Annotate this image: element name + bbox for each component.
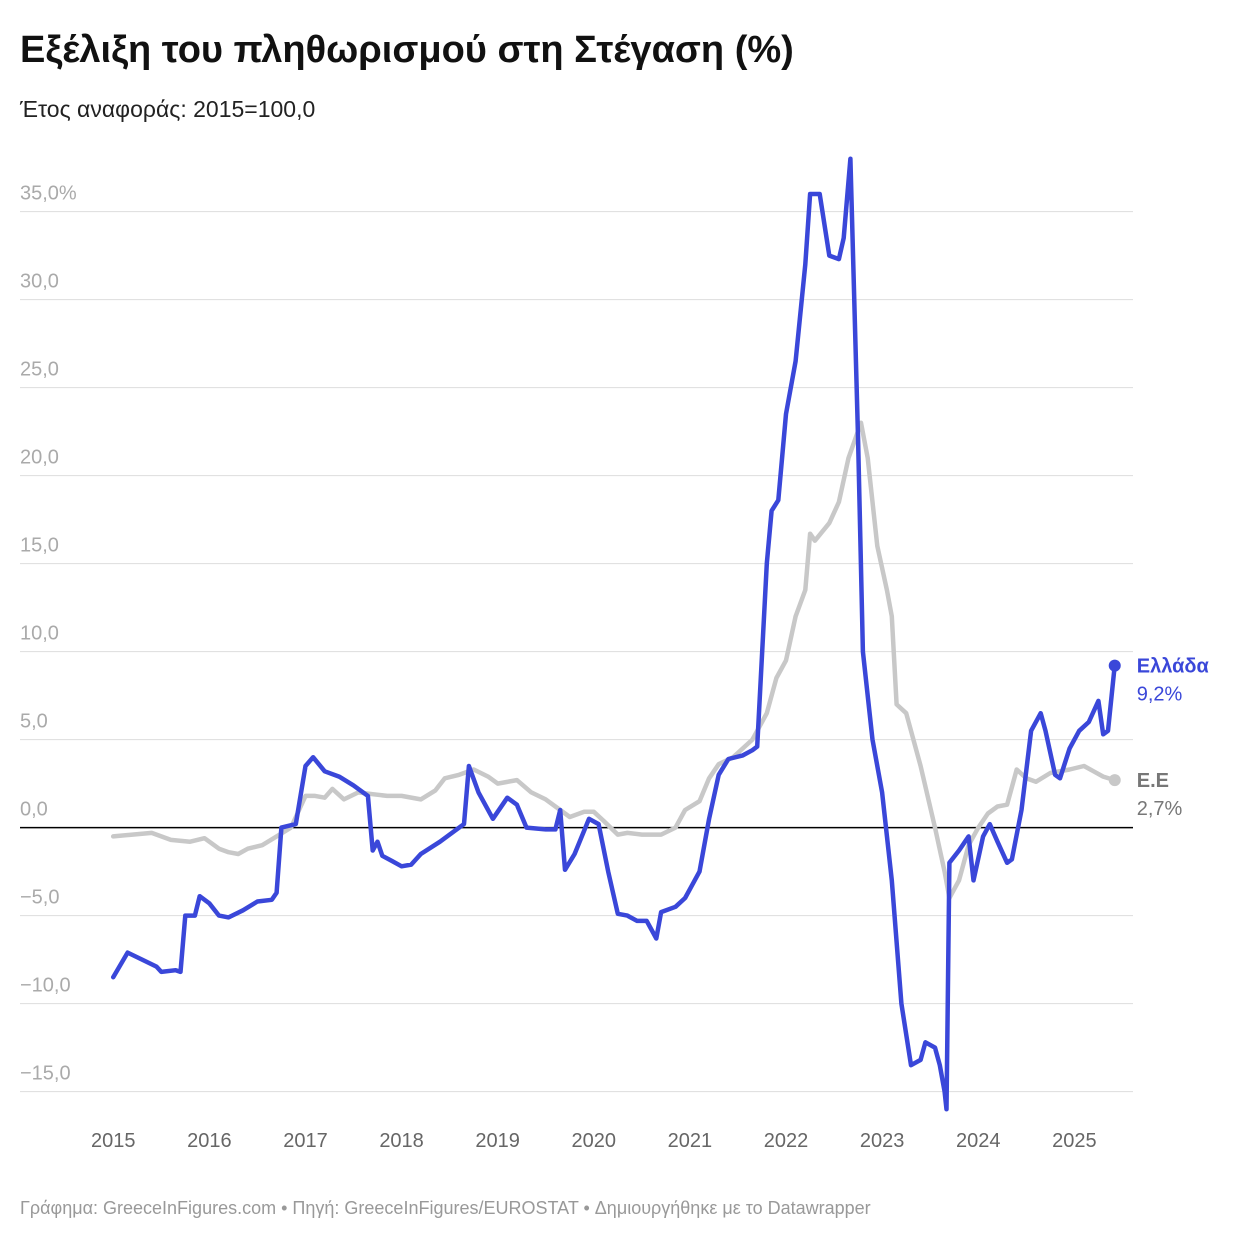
x-tick-label: 2019 xyxy=(475,1130,520,1152)
x-tick-label: 2015 xyxy=(91,1130,136,1152)
x-tick-label: 2024 xyxy=(956,1130,1001,1152)
x-tick-label: 2017 xyxy=(283,1130,328,1152)
y-tick-label: 35,0% xyxy=(20,183,77,205)
footer: Γράφημα: GreeceInFigures.com • Πηγή: Gre… xyxy=(20,1198,871,1218)
chart-title: Εξέλιξη του πληθωρισμού στη Στέγαση (%) xyxy=(20,29,794,71)
legend-label: Ελλάδα xyxy=(1137,656,1210,678)
end-dot xyxy=(1108,774,1121,787)
y-tick-label: 25,0 xyxy=(20,359,59,381)
x-tick-label: 2020 xyxy=(572,1130,617,1152)
x-tick-label: 2023 xyxy=(860,1130,905,1152)
x-tick-label: 2022 xyxy=(764,1130,809,1152)
series-line xyxy=(110,156,1117,1112)
x-tick-label: 2025 xyxy=(1052,1130,1097,1152)
y-tick-label: 5,0 xyxy=(20,711,48,733)
end-dot xyxy=(1108,659,1121,672)
series-line xyxy=(110,420,1117,901)
y-tick-label: 10,0 xyxy=(20,623,59,645)
end-value-label: 9,2% xyxy=(1137,684,1183,706)
end-value-label: 2,7% xyxy=(1137,798,1183,820)
y-tick-label: 20,0 xyxy=(20,447,59,469)
x-tick-label: 2016 xyxy=(187,1130,232,1152)
legend-label: Ε.Ε xyxy=(1137,770,1169,792)
chart-subtitle: Έτος αναφοράς: 2015=100,0 xyxy=(19,96,315,122)
x-tick-label: 2018 xyxy=(379,1130,424,1152)
y-tick-label: −10,0 xyxy=(20,975,71,997)
y-tick-label: −5,0 xyxy=(20,887,59,909)
x-tick-label: 2021 xyxy=(668,1130,713,1152)
y-tick-label: 0,0 xyxy=(20,799,48,821)
y-tick-label: 30,0 xyxy=(20,271,59,293)
y-tick-label: 15,0 xyxy=(20,535,59,557)
y-tick-label: −15,0 xyxy=(20,1063,71,1085)
